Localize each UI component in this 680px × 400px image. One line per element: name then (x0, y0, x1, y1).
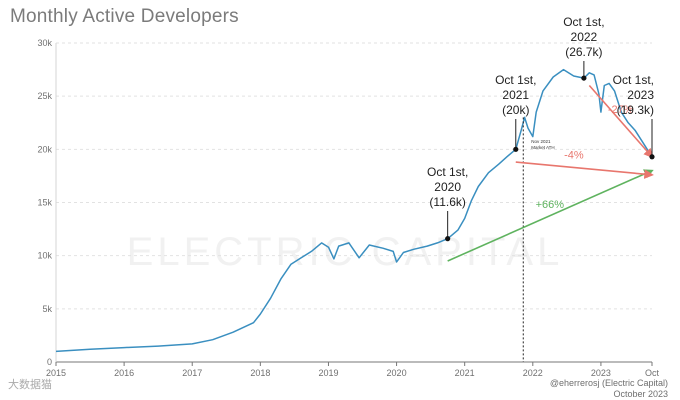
annotation-text: Oct 1st, (427, 165, 468, 179)
axes: 2015 2016 2017 2018 2019 2020 2021 2022 2023 Oct (46, 43, 660, 378)
x-tick-label: 2022 (523, 368, 543, 378)
trend-arrow (515, 161, 654, 179)
x-tick-label: Oct (645, 368, 660, 378)
trend-arrow (588, 85, 654, 159)
annotation-point (581, 75, 587, 81)
series-layer (55, 68, 653, 353)
annotation-text: Oct 1st, (495, 73, 536, 87)
annotation-text: (11.6k) (429, 195, 465, 209)
x-tick-label: 2018 (250, 368, 270, 378)
annotation-text: (26.7k) (565, 45, 602, 59)
y-tick-label: 10k (37, 251, 52, 261)
chart-title: Monthly Active Developers (10, 6, 239, 27)
trend-label: -27% (608, 104, 634, 116)
market-ath-label: Nov 2021 (531, 139, 551, 144)
credit-line: @eherrerosj (Electric Capital) (549, 378, 668, 388)
x-tick-label: 2023 (591, 368, 611, 378)
y-tick-label: 5k (42, 304, 52, 314)
trend-label: +66% (536, 199, 565, 211)
annotation-text: 2022 (571, 30, 598, 44)
date-note: October 2023 (613, 389, 668, 399)
y-tick-label: 30k (37, 38, 52, 48)
y-gridlines: 0 5k 10k 15k 20k 25k 30k (37, 38, 652, 367)
corner-watermark: 大数据猫 (8, 379, 52, 391)
annotation-text: 2021 (502, 88, 529, 102)
y-tick-label: 0 (47, 357, 52, 367)
trend-arrow (447, 169, 654, 262)
annotation-point (445, 236, 451, 242)
y-tick-label: 25k (37, 91, 52, 101)
annotations: Oct 1st,2020(11.6k)Oct 1st,2021(20k)Oct … (427, 15, 655, 242)
annotation-text: (19.3k) (617, 103, 654, 117)
x-tick-label: 2015 (46, 368, 66, 378)
watermark: ELECTRIC CAPITAL (127, 230, 564, 274)
annotation-text: 2020 (434, 180, 461, 194)
annotation-text: 2023 (627, 88, 654, 102)
x-tick-label: 2020 (387, 368, 407, 378)
series-line (55, 68, 653, 353)
trend-label: -4% (564, 149, 584, 161)
annotation-point (649, 154, 655, 160)
annotation-text: Oct 1st, (563, 15, 604, 29)
y-tick-label: 20k (37, 144, 52, 154)
market-ath-label: Market ATH (531, 145, 554, 150)
x-tick-label: 2016 (114, 368, 134, 378)
y-tick-label: 15k (37, 198, 52, 208)
x-tick-label: 2019 (318, 368, 338, 378)
annotation-text: Oct 1st, (613, 73, 654, 87)
annotation-point (513, 146, 519, 152)
annotation-text: (20k) (502, 103, 529, 117)
x-tick-label: 2021 (455, 368, 475, 378)
trend-arrows: +66% -4% -27% (447, 85, 654, 262)
x-tick-label: 2017 (182, 368, 202, 378)
